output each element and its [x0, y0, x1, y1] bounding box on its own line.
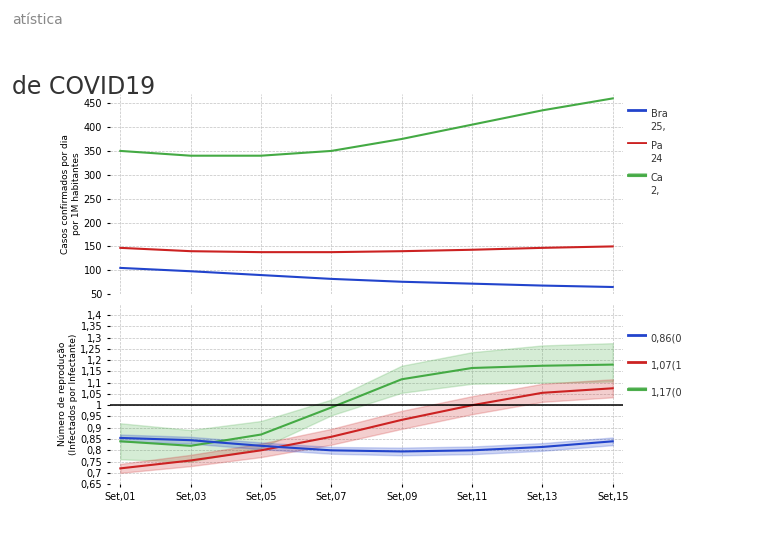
Text: 0,86(0: 0,86(0 [651, 334, 682, 344]
Text: atística: atística [12, 13, 63, 27]
Text: 1,17(0: 1,17(0 [651, 387, 682, 398]
Text: 24: 24 [651, 154, 663, 164]
Text: de COVID19: de COVID19 [12, 75, 155, 99]
Text: Bra: Bra [651, 109, 667, 119]
Y-axis label: Número de reprodução
(Infectados por Infectante): Número de reprodução (Infectados por Inf… [58, 333, 78, 455]
Text: Pa: Pa [651, 141, 662, 151]
Text: 25,: 25, [651, 122, 666, 132]
Text: Ca: Ca [651, 173, 663, 184]
Y-axis label: Casos confirmados por dia
por 1M habitantes: Casos confirmados por dia por 1M habitan… [61, 134, 81, 254]
Text: 1,07(1: 1,07(1 [651, 361, 682, 371]
Text: 2,: 2, [651, 186, 660, 196]
